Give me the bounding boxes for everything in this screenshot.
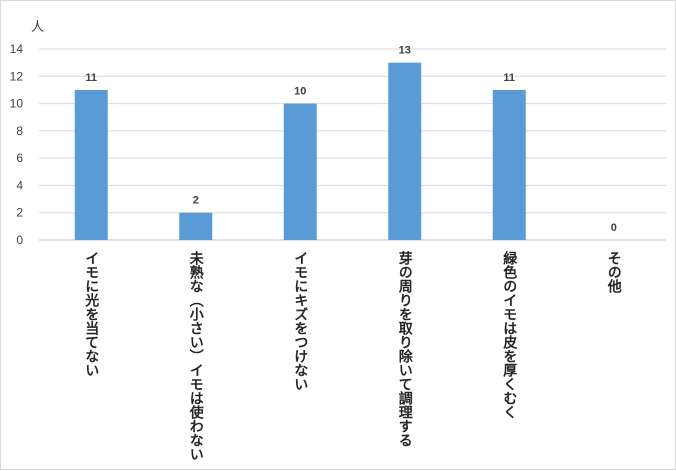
y-tick-label: 4 bbox=[16, 178, 23, 192]
y-tick-label: 10 bbox=[10, 97, 24, 111]
x-category-label: イモに光を当てない bbox=[83, 251, 100, 377]
bar bbox=[283, 103, 317, 240]
bar bbox=[179, 212, 213, 240]
bar bbox=[388, 62, 422, 241]
gridlines bbox=[39, 48, 666, 241]
x-category-label: 芽の周りを取り除いて調理する bbox=[396, 251, 413, 447]
y-tick-label: 12 bbox=[10, 69, 24, 83]
data-label: 0 bbox=[611, 222, 617, 234]
x-category-label: 緑色のイモは皮を厚くむく bbox=[501, 251, 518, 419]
data-label: 11 bbox=[85, 72, 97, 84]
x-category-label: その他 bbox=[605, 251, 622, 293]
y-tick-label: 14 bbox=[10, 42, 24, 56]
x-category-label: 未熟な（小さい）イモは使わない bbox=[187, 251, 204, 461]
x-category-label: イモにキズをつけない bbox=[292, 251, 309, 391]
y-axis-label: 人 bbox=[31, 20, 44, 35]
data-labels: 11 2 10 13 11 0 bbox=[85, 45, 616, 234]
y-tick-label: 8 bbox=[16, 124, 23, 138]
data-label: 11 bbox=[503, 72, 515, 84]
y-tick-label: 0 bbox=[16, 233, 23, 247]
bar bbox=[492, 89, 526, 240]
data-label: 10 bbox=[294, 86, 306, 98]
y-tick-label: 2 bbox=[16, 206, 23, 220]
bar bbox=[74, 89, 108, 240]
y-axis-ticks: 0 2 4 6 8 10 12 14 bbox=[10, 42, 24, 247]
y-tick-label: 6 bbox=[16, 151, 23, 165]
bars bbox=[74, 62, 526, 241]
data-label: 13 bbox=[399, 45, 411, 57]
data-label: 2 bbox=[193, 195, 199, 207]
